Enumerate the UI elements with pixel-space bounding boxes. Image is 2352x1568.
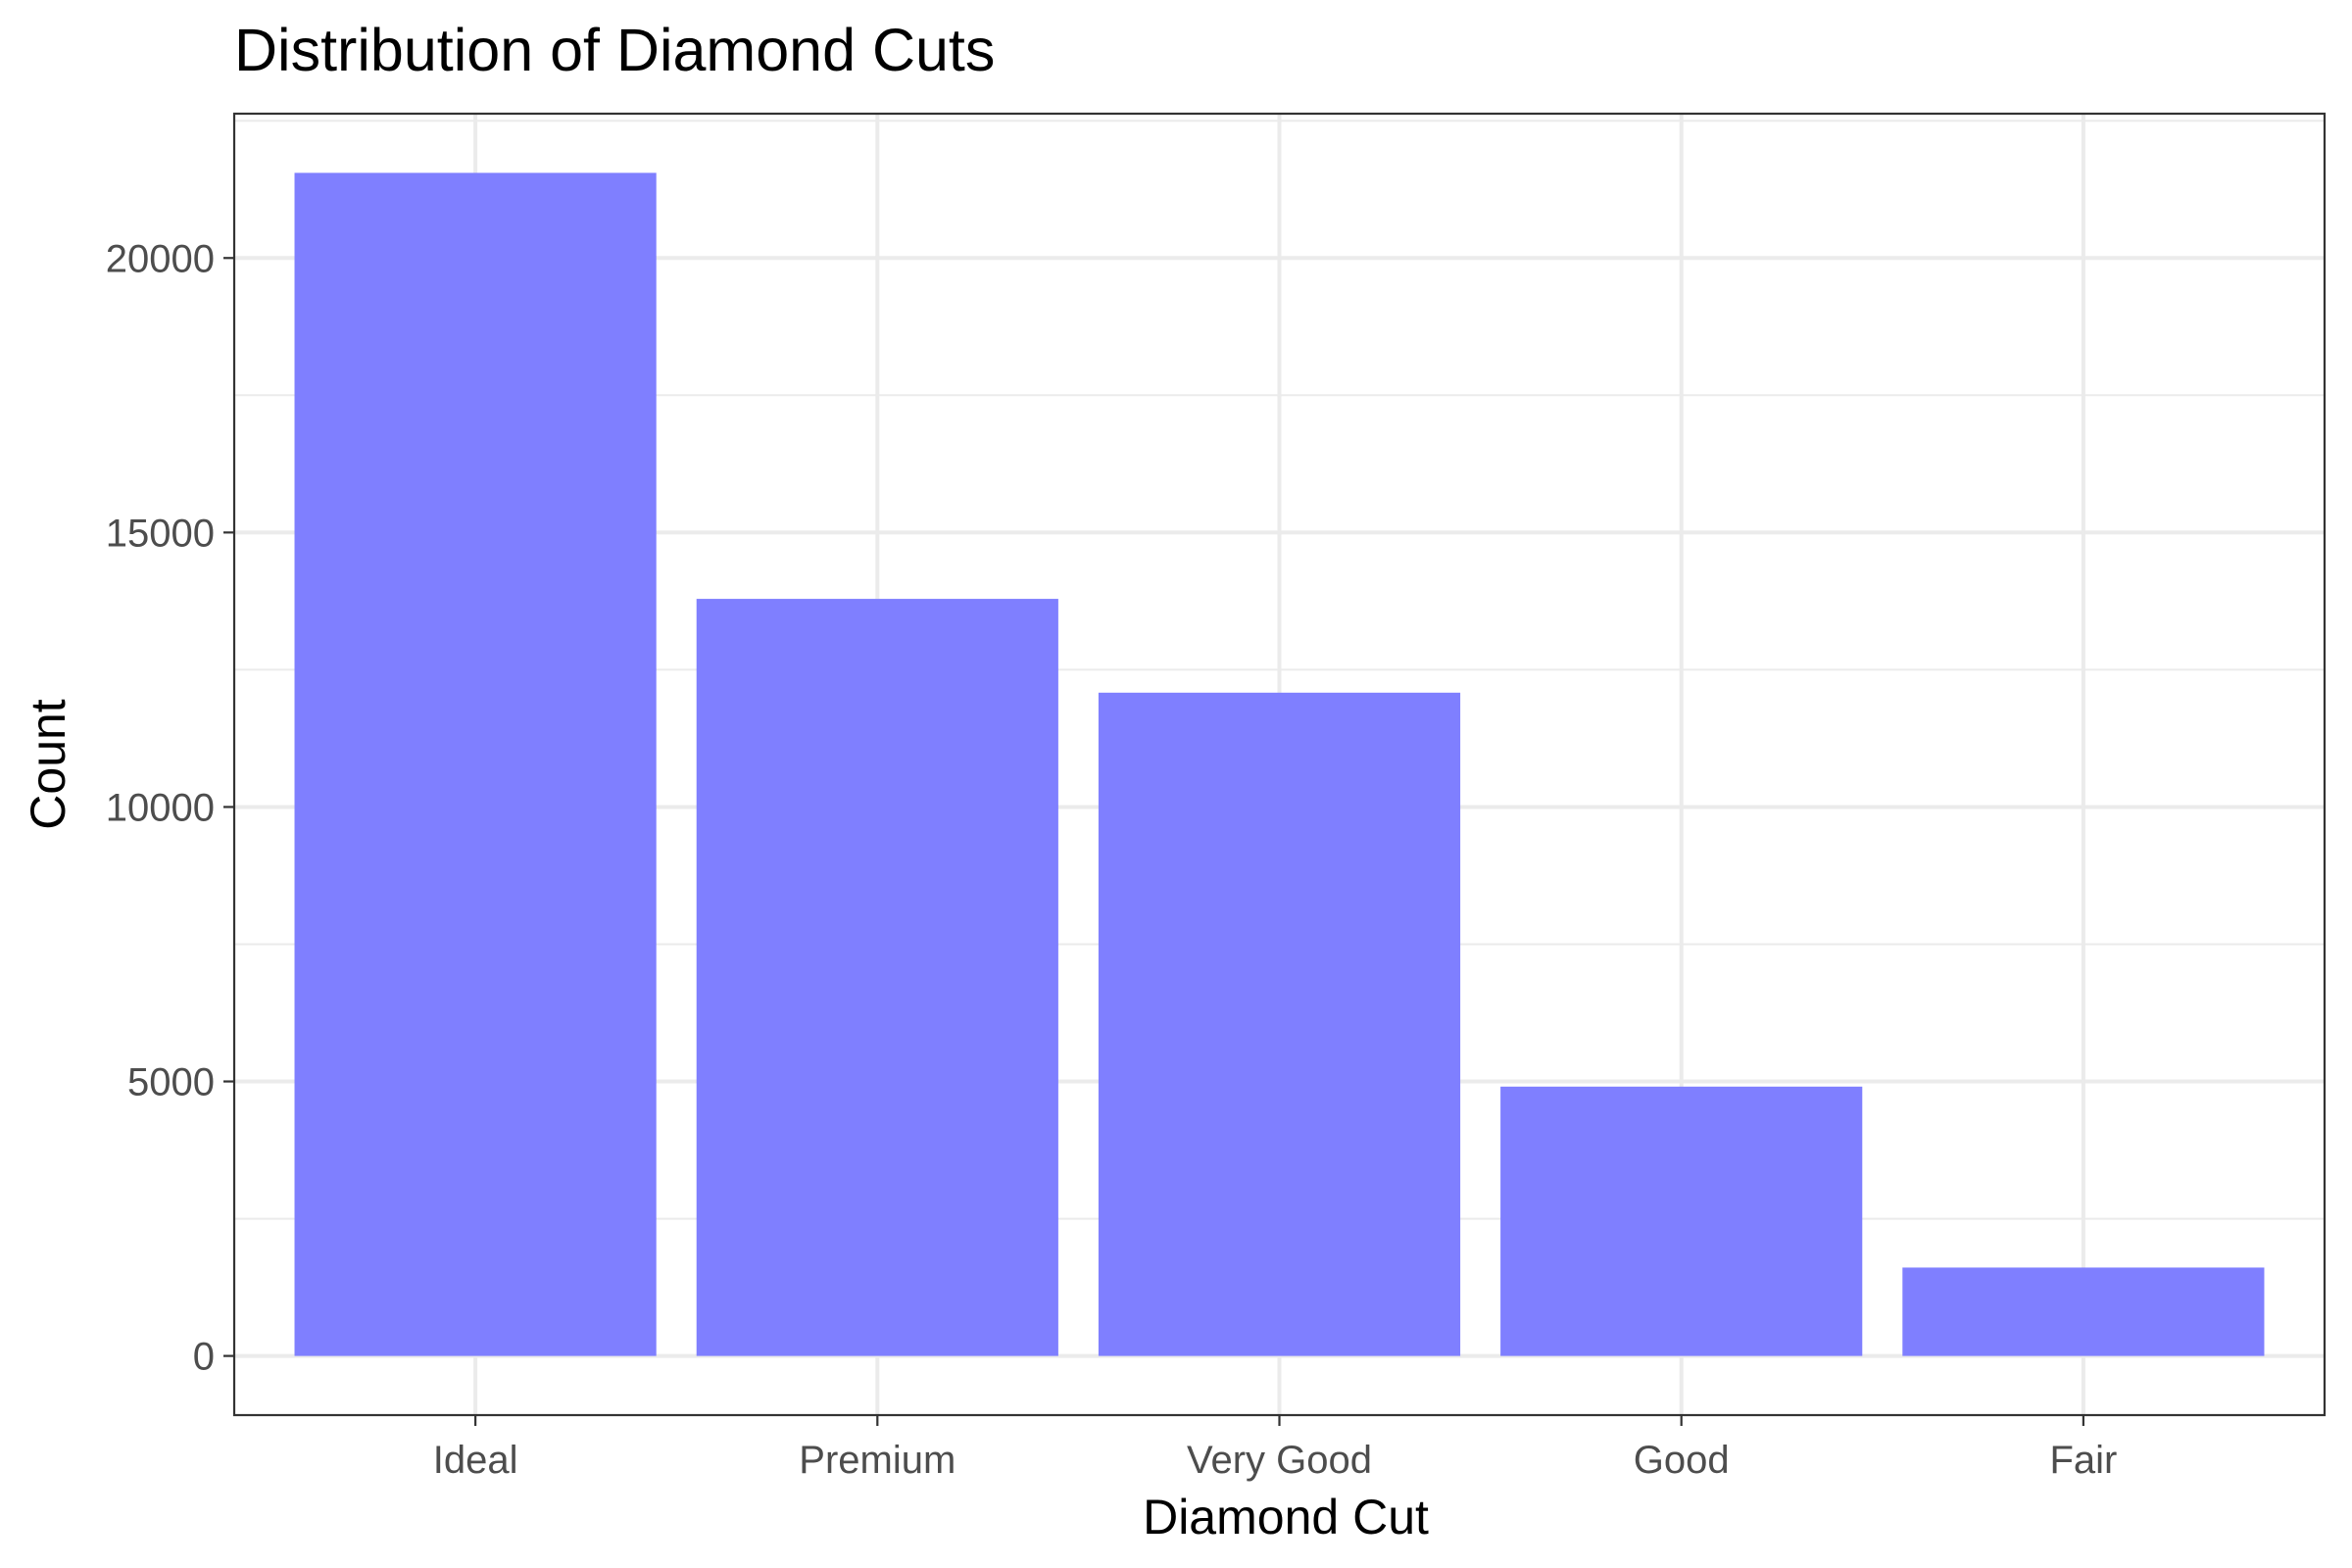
x-tick-label: Fair (2049, 1439, 2117, 1482)
x-axis-title: Diamond Cut (1143, 1490, 1429, 1544)
x-tick-label: Ideal (433, 1439, 518, 1482)
bar-good (1500, 1086, 1863, 1356)
y-tick-label: 10000 (106, 786, 215, 829)
y-tick-label: 0 (193, 1336, 215, 1379)
bar-premium (696, 599, 1058, 1356)
y-tick-label: 20000 (106, 237, 215, 280)
y-tick-label: 5000 (127, 1061, 215, 1104)
x-tick-label: Very Good (1187, 1439, 1372, 1482)
y-axis-title: Count (21, 699, 75, 830)
x-tick-label: Good (1634, 1439, 1730, 1482)
chart-title: Distribution of Diamond Cuts (234, 17, 995, 83)
plot-area: 0 5000 10000 15000 20000 Ideal Premium Very Goo… (106, 112, 2327, 1482)
bar-fair (1902, 1267, 2265, 1356)
x-tick-label: Premium (799, 1439, 956, 1482)
bar-ideal (294, 172, 657, 1356)
y-tick-label: 15000 (106, 512, 215, 555)
bar-very-good (1098, 692, 1461, 1356)
